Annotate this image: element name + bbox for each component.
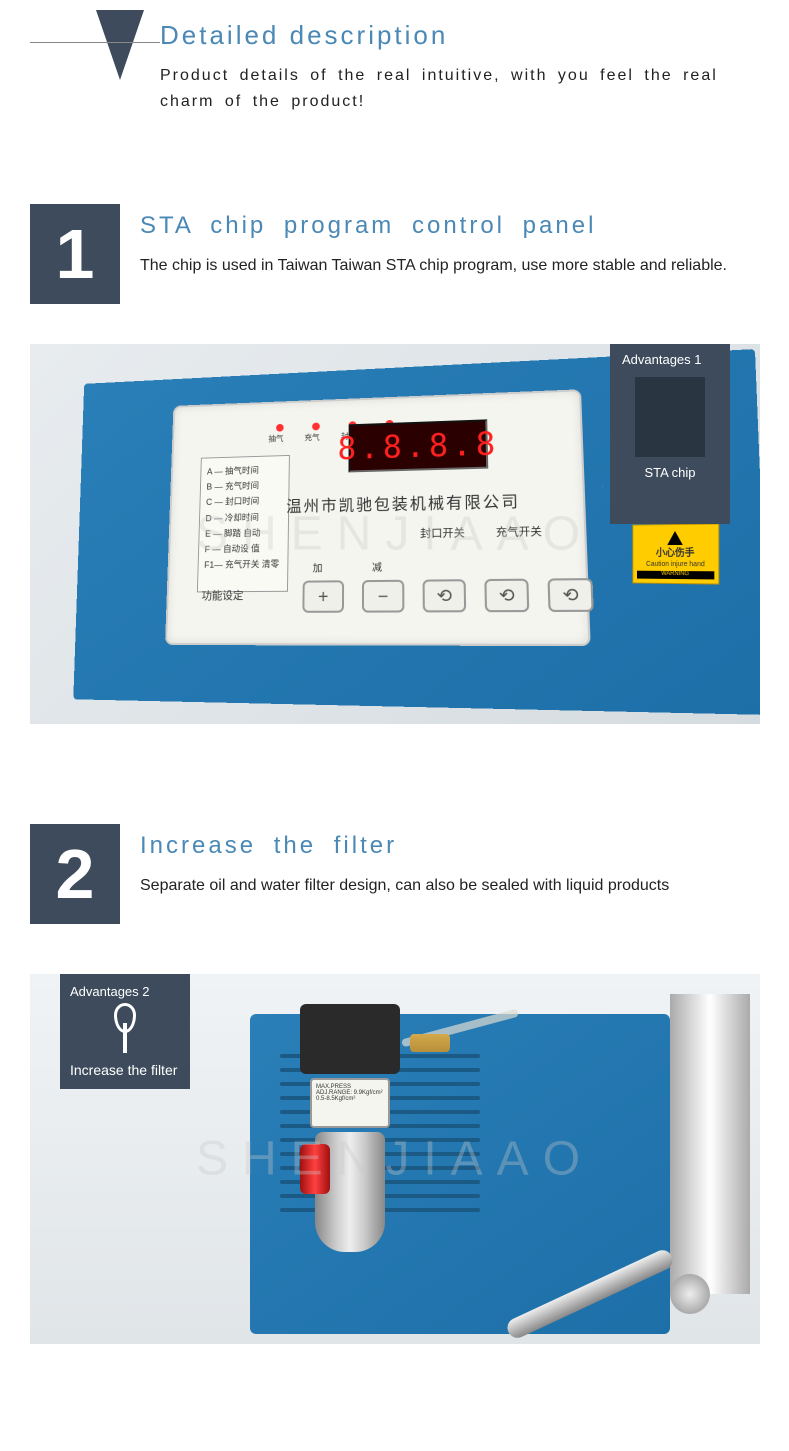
indicator-led-2 [312,423,320,431]
feature-2-description: Separate oil and water filter design, ca… [140,874,759,898]
advantage-1-caption: STA chip [622,465,718,480]
warning-triangle-icon [667,531,682,545]
filter-gauge: MAX.PRESS ADJ.RANGE: 9.9Kgf/cm² 0.5-8.5K… [310,1078,390,1128]
red-knob [300,1144,330,1194]
advantage-2-title: Advantages 2 [70,984,180,999]
header-triangle-decoration [96,10,144,80]
cycle-button-3: ⟲ [547,578,593,612]
filter-icon [110,1003,140,1053]
feature-1-text: STA chip program control panel The chip … [140,204,759,278]
company-name: 温州市凯驰包装机械有限公司 [286,488,520,517]
button-row: + − ⟲ ⟲ ⟲ [302,578,593,613]
menu-item-d: D — 冷却时间 [205,509,282,526]
feature-1-header: 1 STA chip program control panel The chi… [30,204,759,304]
feature-2-title: Increase the filter [140,832,759,860]
control-panel: 抽气 充气 封口 冷却 8.8.8.8 A — 抽气时间 B — 充气时间 C … [165,389,591,646]
plus-label: 加 [313,560,323,575]
warning-cn: 小心伤手 [637,547,714,560]
feature-2-section: 2 Increase the filter Separate oil and w… [0,824,789,924]
header-description: Product details of the real intuitive, w… [160,63,739,114]
cycle-button-1: ⟲ [423,579,467,612]
advantage-1-title: Advantages 1 [622,352,718,367]
switch-labels: 封口开关 充气开关 [420,523,542,541]
header-title: Detailed description [160,20,739,51]
advantage-1-icon [635,377,705,457]
arm-joint [670,1274,710,1314]
machine-control-panel-image: 抽气 充气 封口 冷却 8.8.8.8 A — 抽气时间 B — 充气时间 C … [30,344,760,724]
silver-plate [670,994,750,1294]
menu-box: A — 抽气时间 B — 充气时间 C — 封口时间 D — 冷却时间 E — … [197,455,290,592]
feature-2-header: 2 Increase the filter Separate oil and w… [30,824,759,924]
feature-2-number-badge: 2 [30,824,120,924]
minus-label: 减 [372,559,382,574]
header-line-decoration [30,42,160,43]
filter-unit: MAX.PRESS ADJ.RANGE: 9.9Kgf/cm² 0.5-8.5K… [290,1004,410,1284]
header-content: Detailed description Product details of … [160,20,789,114]
indicator-label-1: 抽气 [268,434,283,445]
minus-button: − [362,580,404,613]
function-label: 功能设定 [201,587,243,603]
switch-label-2: 充气开关 [496,523,542,540]
machine-filter-image: MAX.PRESS ADJ.RANGE: 9.9Kgf/cm² 0.5-8.5K… [30,974,760,1344]
brass-fitting [410,1034,450,1052]
indicator-led-1 [276,424,284,432]
indicator-label-2: 充气 [304,432,319,443]
plus-button: + [302,580,344,613]
menu-item-e: E — 脚踏 自动 [205,525,282,542]
menu-item-f1: F1— 充气开关 清零 [204,556,282,573]
feature-1-number-badge: 1 [30,204,120,304]
menu-item-f: F — 自动设 值 [204,540,281,557]
advantage-2-box: Advantages 2 Increase the filter [60,974,190,1089]
filter-top-block [300,1004,400,1074]
feature-1-section: 1 STA chip program control panel The chi… [0,204,789,304]
warning-tag: WARNING [637,571,714,580]
feature-1-title: STA chip program control panel [140,212,759,240]
image-1-container: 抽气 充气 封口 冷却 8.8.8.8 A — 抽气时间 B — 充气时间 C … [0,344,789,724]
cycle-button-2: ⟲ [484,579,529,613]
advantage-2-caption: Increase the filter [70,1061,180,1079]
image-2-container: MAX.PRESS ADJ.RANGE: 9.9Kgf/cm² 0.5-8.5K… [0,974,789,1344]
advantage-1-box: Advantages 1 STA chip [610,344,730,524]
led-display: 8.8.8.8 [348,420,488,473]
warning-en: Caution injure hand [637,560,714,569]
feature-1-description: The chip is used in Taiwan Taiwan STA ch… [140,254,759,278]
gauge-line-3: 0.5-8.5Kgf/cm² [316,1096,384,1102]
feature-2-text: Increase the filter Separate oil and wat… [140,824,759,898]
warning-label: 小心伤手 Caution injure hand WARNING [632,524,719,585]
header-section: Detailed description Product details of … [0,0,789,144]
switch-label-1: 封口开关 [420,524,465,541]
